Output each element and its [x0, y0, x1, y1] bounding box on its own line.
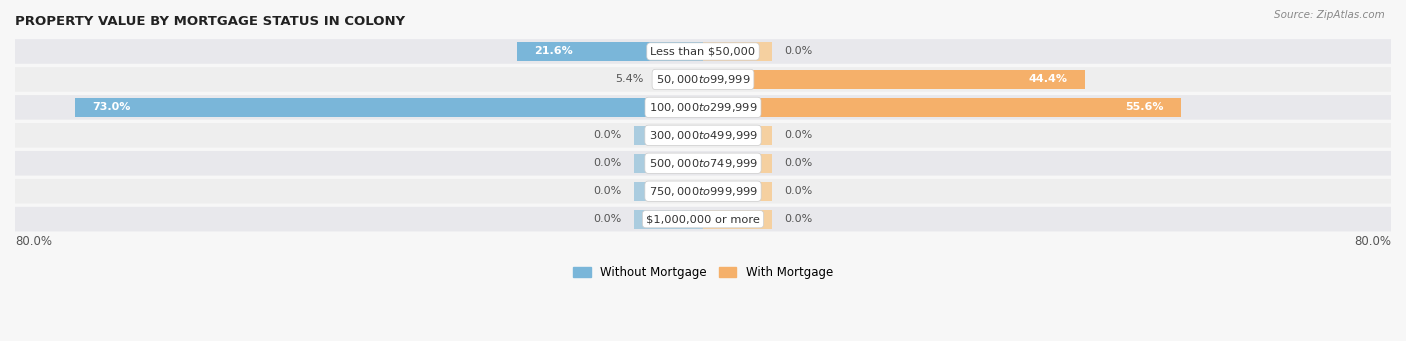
Bar [703, 126, 772, 145]
Text: 55.6%: 55.6% [1125, 102, 1164, 113]
FancyBboxPatch shape [15, 207, 1391, 232]
Text: 0.0%: 0.0% [785, 46, 813, 57]
Text: $500,000 to $749,999: $500,000 to $749,999 [648, 157, 758, 170]
Text: 21.6%: 21.6% [534, 46, 574, 57]
Bar [703, 98, 1181, 117]
Text: 0.0%: 0.0% [785, 186, 813, 196]
FancyBboxPatch shape [15, 123, 1391, 148]
Text: 0.0%: 0.0% [593, 158, 621, 168]
Text: $300,000 to $499,999: $300,000 to $499,999 [648, 129, 758, 142]
Bar [634, 210, 703, 229]
Text: $50,000 to $99,999: $50,000 to $99,999 [655, 73, 751, 86]
Text: $1,000,000 or more: $1,000,000 or more [647, 214, 759, 224]
Bar [657, 70, 703, 89]
FancyBboxPatch shape [15, 151, 1391, 176]
FancyBboxPatch shape [15, 67, 1391, 92]
Bar [703, 182, 772, 201]
Text: $750,000 to $999,999: $750,000 to $999,999 [648, 185, 758, 198]
FancyBboxPatch shape [15, 95, 1391, 120]
Bar [703, 42, 772, 61]
Bar [634, 126, 703, 145]
Text: 80.0%: 80.0% [1354, 235, 1391, 248]
Bar [703, 210, 772, 229]
FancyBboxPatch shape [15, 179, 1391, 204]
FancyBboxPatch shape [15, 39, 1391, 64]
Text: 0.0%: 0.0% [785, 214, 813, 224]
Bar [703, 154, 772, 173]
Bar [517, 42, 703, 61]
Text: 44.4%: 44.4% [1029, 74, 1067, 85]
Text: 0.0%: 0.0% [593, 214, 621, 224]
Text: 0.0%: 0.0% [593, 130, 621, 140]
Text: PROPERTY VALUE BY MORTGAGE STATUS IN COLONY: PROPERTY VALUE BY MORTGAGE STATUS IN COL… [15, 15, 405, 28]
Bar [634, 182, 703, 201]
Bar [634, 154, 703, 173]
Text: Less than $50,000: Less than $50,000 [651, 46, 755, 57]
Text: 0.0%: 0.0% [785, 158, 813, 168]
Text: $100,000 to $299,999: $100,000 to $299,999 [648, 101, 758, 114]
Bar [703, 70, 1085, 89]
Text: 0.0%: 0.0% [593, 186, 621, 196]
Text: 80.0%: 80.0% [15, 235, 52, 248]
Text: Source: ZipAtlas.com: Source: ZipAtlas.com [1274, 10, 1385, 20]
Bar [75, 98, 703, 117]
Legend: Without Mortgage, With Mortgage: Without Mortgage, With Mortgage [568, 262, 838, 284]
Text: 5.4%: 5.4% [616, 74, 644, 85]
Text: 0.0%: 0.0% [785, 130, 813, 140]
Text: 73.0%: 73.0% [93, 102, 131, 113]
